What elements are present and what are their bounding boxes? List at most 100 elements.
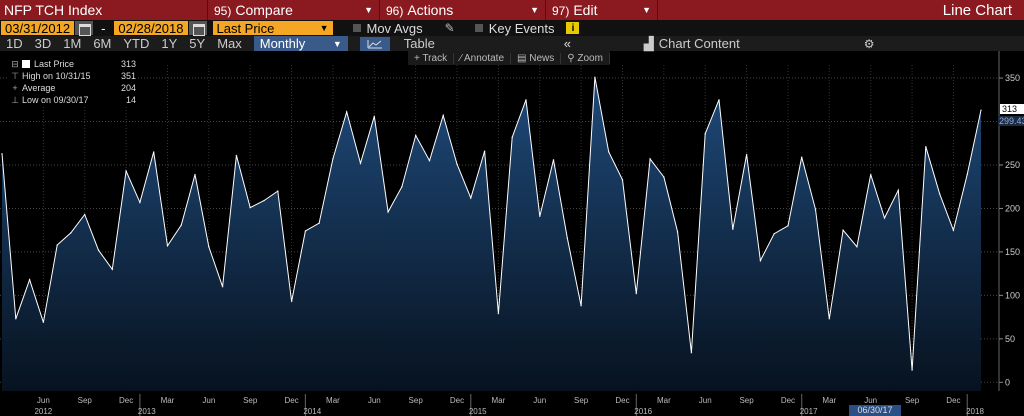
x-month-label: Mar bbox=[161, 396, 175, 405]
x-axis: Jun Sep Dec Mar Jun Sep Dec Mar Jun Sep Dec Mar Jun S… bbox=[34, 394, 984, 416]
data-point bbox=[814, 208, 817, 211]
high-marker-icon: ⊤ bbox=[11, 70, 19, 81]
top-toolbar: NFP TCH Index 95) Compare ▼ 96) Actions ▼ … bbox=[0, 0, 1024, 20]
data-point bbox=[166, 245, 169, 247]
x-year-label: 2012 bbox=[34, 407, 52, 416]
track-label: Track bbox=[422, 52, 448, 64]
data-point bbox=[497, 312, 500, 315]
pencil-icon[interactable]: ✎ bbox=[444, 21, 455, 35]
x-month-label: Sep bbox=[78, 396, 93, 405]
y-tick-label: 200 bbox=[1005, 203, 1020, 213]
chevron-down-icon: ▼ bbox=[332, 38, 342, 49]
period-3d[interactable]: 3D bbox=[34, 36, 52, 51]
legend-name: Average bbox=[22, 83, 56, 93]
data-point bbox=[856, 245, 858, 248]
chevron-down-icon: ▼ bbox=[364, 5, 373, 15]
legend-row-high: ⊤ High on 10/31/15 351 bbox=[8, 70, 136, 82]
period-1y[interactable]: 1Y bbox=[161, 36, 178, 51]
data-point bbox=[345, 111, 348, 113]
date-range-bar: 03/31/2012 - 02/28/2018 Last Price ▼ Mov… bbox=[0, 20, 1024, 36]
field-select-value: Last Price bbox=[216, 20, 275, 36]
chart-type-label[interactable]: Line Chart bbox=[658, 0, 1024, 20]
chart-type-text: Line Chart bbox=[942, 1, 1012, 19]
data-point bbox=[676, 231, 679, 233]
data-point bbox=[621, 179, 624, 181]
compare-shortcut: 95) bbox=[214, 4, 232, 18]
period-6m[interactable]: 6M bbox=[93, 36, 112, 51]
edit-menu-button[interactable]: 97) Edit ▼ bbox=[546, 0, 658, 20]
field-select[interactable]: Last Price ▼ bbox=[212, 20, 333, 36]
news-tool[interactable]: ▤ News bbox=[511, 52, 562, 64]
period-ytd[interactable]: YTD bbox=[123, 36, 150, 51]
data-point bbox=[414, 134, 417, 137]
x-month-label: Dec bbox=[615, 396, 629, 405]
x-month-label: Jun bbox=[699, 396, 712, 405]
data-point bbox=[732, 228, 734, 231]
period-max[interactable]: Max bbox=[217, 36, 242, 51]
data-point bbox=[387, 211, 389, 213]
series-line bbox=[1, 77, 982, 371]
checkbox-icon bbox=[352, 24, 361, 32]
mov-avgs-label: Mov Avgs bbox=[366, 20, 423, 36]
period-1m[interactable]: 1M bbox=[63, 36, 82, 51]
legend-value: 204 bbox=[120, 83, 136, 93]
data-point bbox=[15, 318, 17, 320]
table-button[interactable]: Table bbox=[403, 36, 435, 51]
frequency-select[interactable]: Monthly ▼ bbox=[253, 36, 348, 51]
actions-label: Actions bbox=[407, 2, 454, 18]
chart-legend: ⊟ Last Price 313 ⊤ High on 10/31/15 351 … bbox=[8, 58, 136, 106]
data-point bbox=[152, 151, 155, 153]
start-date-input[interactable]: 03/31/2012 bbox=[1, 21, 75, 36]
zoom-tool[interactable]: ⚲ Zoom bbox=[561, 52, 610, 64]
data-point bbox=[428, 159, 431, 162]
key-events-label: Key Events bbox=[488, 20, 555, 36]
legend-name: Low on 09/30/17 bbox=[22, 95, 89, 105]
collapse-button[interactable]: « bbox=[563, 36, 571, 51]
end-date-input[interactable]: 02/28/2018 bbox=[114, 21, 188, 36]
data-point bbox=[249, 206, 251, 209]
chart-content-button[interactable]: ▟ Chart Content bbox=[644, 36, 864, 52]
chevron-down-icon: ▼ bbox=[530, 5, 539, 15]
series-points bbox=[1, 76, 982, 371]
gear-icon[interactable]: ⚙ bbox=[863, 36, 875, 51]
legend-row-low: ⊥ Low on 09/30/17 14 bbox=[8, 94, 136, 106]
annotate-tool[interactable]: ⁄ Annotate bbox=[454, 52, 512, 64]
data-point bbox=[594, 76, 596, 78]
data-point bbox=[470, 197, 472, 199]
legend-swatch bbox=[22, 60, 30, 68]
x-month-label: Jun bbox=[864, 396, 877, 405]
x-month-label: Dec bbox=[119, 396, 133, 405]
line-chart-icon[interactable] bbox=[359, 36, 390, 51]
frequency-value: Monthly bbox=[259, 36, 306, 51]
x-month-label: Mar bbox=[657, 396, 671, 405]
data-point bbox=[483, 150, 486, 152]
data-point bbox=[332, 158, 334, 160]
track-tool[interactable]: + Track bbox=[408, 52, 455, 64]
period-1d[interactable]: 1D bbox=[6, 36, 23, 51]
key-events-checkbox[interactable]: Key Events bbox=[474, 20, 555, 36]
data-point bbox=[635, 292, 638, 295]
price-chart[interactable]: 050100150200250300350 JunSepDecMarJunSep… bbox=[0, 51, 1024, 416]
y-tick-label: 50 bbox=[1005, 334, 1015, 344]
data-point bbox=[42, 321, 45, 324]
ticker-field[interactable]: NFP TCH Index bbox=[0, 0, 208, 20]
compare-menu-button[interactable]: 95) Compare ▼ bbox=[208, 0, 380, 20]
data-point bbox=[663, 176, 665, 178]
data-point bbox=[401, 185, 403, 188]
x-month-label: Sep bbox=[243, 396, 258, 405]
period-5y[interactable]: 5Y bbox=[189, 36, 206, 51]
data-point bbox=[883, 217, 886, 219]
info-icon[interactable]: i bbox=[566, 22, 580, 34]
mov-avgs-checkbox[interactable]: Mov Avgs bbox=[352, 20, 423, 36]
crosshair-date-badge: 06/30/17 bbox=[849, 405, 901, 416]
legend-toggle-icon[interactable]: ⊟ bbox=[11, 58, 19, 69]
x-month-label: Dec bbox=[946, 396, 960, 405]
calendar-icon[interactable] bbox=[75, 21, 94, 36]
last-price-badge: 313 bbox=[1000, 104, 1024, 114]
checkbox-icon bbox=[474, 24, 483, 32]
x-month-label: Sep bbox=[739, 396, 754, 405]
calendar-icon[interactable] bbox=[188, 21, 207, 36]
low-marker-icon: ⊥ bbox=[11, 94, 19, 105]
actions-menu-button[interactable]: 96) Actions ▼ bbox=[380, 0, 546, 20]
data-point bbox=[194, 173, 196, 176]
